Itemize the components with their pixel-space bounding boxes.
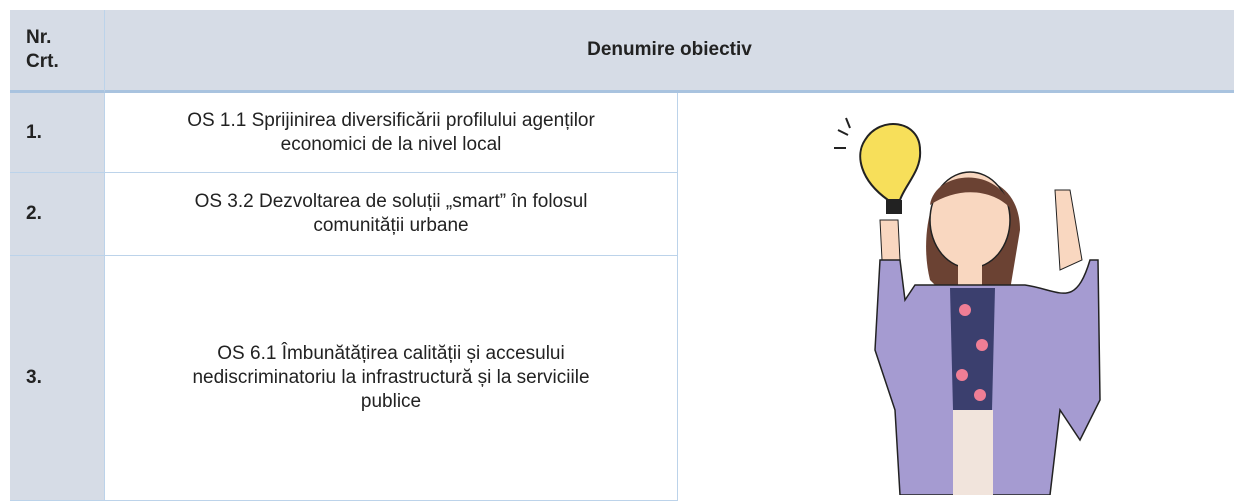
header-text: Nr. Crt. (26, 27, 59, 72)
objective: OS 6.1 Îmbunătățirea calității și accesu… (105, 256, 678, 501)
row-number: 2. (10, 173, 105, 256)
header-cell: Nr. Crt. (10, 10, 105, 93)
header-text: Denumire obiectiv (587, 39, 752, 60)
row-number: 1. (10, 93, 105, 173)
header-cell: Denumire obiectiv (105, 10, 1234, 93)
objective: OS 3.2 Dezvoltarea de soluții „smart” în… (105, 173, 678, 256)
illustration (834, 117, 1101, 495)
objective: OS 1.1 Sprijinirea diversificării profil… (105, 93, 678, 173)
row-number: 3. (10, 256, 105, 501)
